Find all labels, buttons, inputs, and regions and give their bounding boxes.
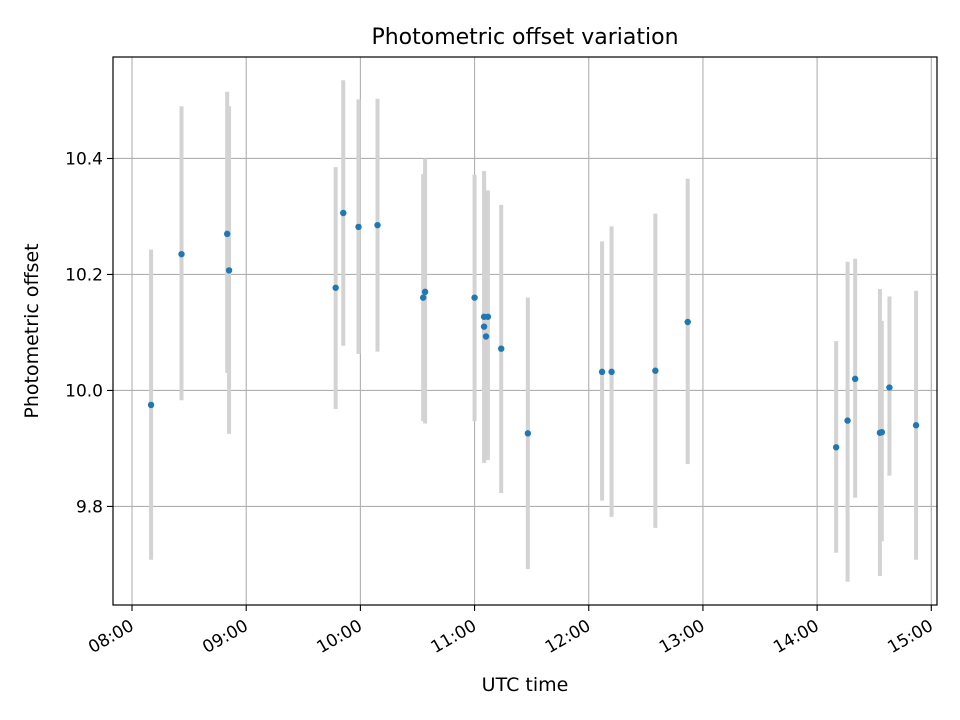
data-point [482,333,490,340]
y-tick-label: 9.8 [76,497,103,517]
data-point [598,368,606,376]
data-point [355,223,362,231]
y-axis-ticks: 9.8 10.0 10.2 10.4 [65,149,113,517]
data-point [886,384,893,391]
data-point [374,221,381,229]
data-point [498,345,505,352]
data-point [524,430,532,437]
data-point [419,294,427,301]
y-axis-label: Photometric offset [21,243,43,418]
x-axis-label: UTC time [482,674,569,696]
data-point [608,368,615,376]
data-point [652,367,659,374]
chart-title: Photometric offset variation [371,25,678,50]
data-point [484,313,492,320]
y-tick-label: 10.2 [65,265,103,285]
data-point [225,267,233,274]
y-tick-label: 10.0 [65,381,103,401]
data-point [147,401,155,409]
data-point [340,209,347,217]
data-point [421,288,429,296]
data-points [147,209,920,451]
data-point [684,318,691,326]
data-point [851,375,859,383]
data-point [844,417,851,424]
y-tick-label: 10.4 [65,149,103,169]
plot-frame [112,56,938,606]
data-point [912,422,920,429]
data-point [832,444,840,451]
data-point [480,323,488,330]
data-point [178,250,185,258]
data-point [471,294,478,301]
data-point [223,230,231,238]
data-point [878,428,886,436]
data-point [332,284,339,291]
